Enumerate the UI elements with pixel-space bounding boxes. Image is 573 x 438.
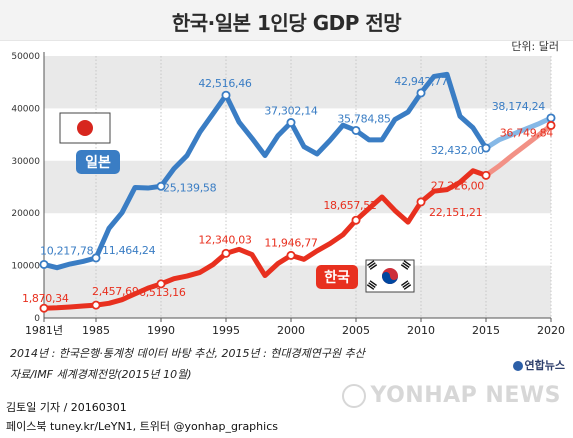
- korea-flag-trigram-bar: [368, 262, 376, 268]
- data-point-marker: [286, 250, 296, 260]
- data-point-marker: [156, 279, 166, 289]
- x-tick-label: 1985: [82, 324, 110, 337]
- social-credit: 페이스북 tuney.kr/LeYN1, 트위터 @yonhap_graphic…: [6, 420, 278, 433]
- korea-flag-trigram-bar: [401, 280, 409, 286]
- y-tick-label: 40000: [11, 104, 40, 114]
- korea-flag-trigram-bar: [403, 260, 411, 266]
- footer: [0, 393, 573, 438]
- x-tick-label: 1990: [147, 324, 175, 337]
- korea-flag-trigram-bar: [368, 282, 376, 288]
- yonhap-logo-icon: [512, 361, 523, 371]
- korea-flag-trigram-bar: [369, 280, 377, 286]
- watermark-icon: [342, 384, 367, 408]
- data-point-marker: [221, 248, 231, 258]
- korea-flag-trigram-bar: [402, 282, 410, 288]
- japan-flag-sun: [77, 120, 93, 136]
- x-tick-label: 2005: [342, 324, 370, 337]
- y-tick-label: 10000: [11, 262, 40, 272]
- data-point-marker: [39, 303, 49, 313]
- x-tick-label: 1981년: [25, 324, 63, 337]
- data-label: 12,340,03: [198, 233, 252, 246]
- data-point-marker: [351, 215, 361, 225]
- korea-flag-trigram: [401, 280, 412, 290]
- watermark-text: YONHAP NEWS: [370, 383, 561, 408]
- y-tick-label: 20000: [11, 209, 40, 219]
- yonhap-logo: 연합뉴스: [512, 357, 565, 373]
- x-tick-label: 2020: [537, 324, 565, 337]
- korea-flag-trigram-bar: [402, 262, 410, 268]
- data-point-marker: [481, 170, 491, 180]
- data-label: 42,516,46: [198, 77, 252, 90]
- chart-title: 한국·일본 1인당 GDP 전망: [171, 11, 402, 35]
- korea-flag-trigram-bar: [367, 260, 375, 266]
- data-point-marker: [416, 88, 426, 98]
- grid-band: [44, 56, 551, 109]
- data-label: 25,139,58: [163, 181, 217, 194]
- data-label: 2,457,69: [92, 285, 139, 298]
- data-label: 35,784,85: [337, 112, 391, 125]
- data-label: 11,464,24: [102, 244, 156, 257]
- korea-flag-trigram-bar: [400, 264, 409, 270]
- data-point-marker: [546, 120, 556, 130]
- x-tick-label: 2010: [407, 324, 435, 337]
- forecast-line-japan: [483, 115, 554, 151]
- data-label: 38,174,24: [492, 100, 546, 113]
- korea-flag-taegeuk-bottom: [382, 272, 398, 284]
- x-tick-label: 2000: [277, 324, 305, 337]
- data-point-marker: [286, 118, 296, 128]
- title-bar: 한국·일본 1인당 GDP 전망: [0, 0, 573, 41]
- forecast-line-korea: [483, 122, 554, 178]
- x-tick-label: 2015: [472, 324, 500, 337]
- korea-flag-trigram: [367, 260, 378, 270]
- data-point-marker: [351, 125, 361, 135]
- series-line-korea: [41, 168, 489, 311]
- series-name-korea: 한국: [324, 270, 350, 286]
- y-tick-label: 0: [34, 314, 40, 324]
- data-label: 37,302,14: [264, 105, 318, 118]
- korea-flag-trigram-bar: [403, 284, 412, 290]
- series-badge-korea: [316, 265, 358, 289]
- y-tick-label: 50000: [11, 52, 40, 62]
- reporter-credit: 김토일 기자 / 20160301: [6, 401, 127, 414]
- data-point-marker: [221, 90, 231, 100]
- korea-flag-trigram: [400, 260, 411, 270]
- data-point-marker: [39, 259, 49, 269]
- y-tick-label: 30000: [11, 157, 40, 167]
- data-label: 18,657,52: [323, 199, 376, 212]
- series-name-japan: 일본: [85, 155, 111, 171]
- data-point-marker: [481, 143, 491, 153]
- data-point-marker: [416, 197, 426, 207]
- data-label: 27,226,00: [431, 179, 485, 192]
- watermark: YONHAP NEWS: [342, 383, 561, 408]
- data-point-marker: [91, 253, 101, 263]
- source-note: 2014년 : 한국은행·통계청 데이터 바탕 추산, 2015년 : 현대경제…: [10, 347, 365, 360]
- unit-label: 단위: 달러: [511, 40, 559, 53]
- data-source: 자료/IMF 세계경제전망(2015년 10월): [10, 368, 192, 381]
- data-point-marker: [546, 113, 556, 123]
- data-label: 42,942,77: [394, 75, 448, 88]
- data-point-marker: [91, 300, 101, 310]
- yonhap-logo-text: 연합뉴스: [524, 359, 565, 372]
- korea-flag-icon: [365, 259, 415, 293]
- data-label: 32,432,00: [431, 144, 485, 157]
- series-line-japan: [41, 71, 489, 271]
- x-tick-label: 1995: [212, 324, 240, 337]
- japan-flag-icon: [59, 112, 111, 144]
- data-label: 11,946,77: [264, 236, 318, 249]
- data-label: 10,217,78: [40, 244, 94, 257]
- data-label: 6,513,16: [139, 286, 186, 299]
- korea-flag-trigram: [366, 280, 377, 290]
- grid-band: [44, 265, 551, 318]
- series-badge-japan: [76, 150, 120, 174]
- data-label: 22,151,21: [429, 206, 482, 219]
- korea-flag-trigram-bar: [369, 264, 378, 270]
- data-label: 36,749,84: [500, 126, 554, 139]
- data-point-marker: [156, 181, 166, 191]
- korea-flag-trigram-bar: [366, 284, 375, 290]
- data-label: 1,870,34: [22, 292, 69, 305]
